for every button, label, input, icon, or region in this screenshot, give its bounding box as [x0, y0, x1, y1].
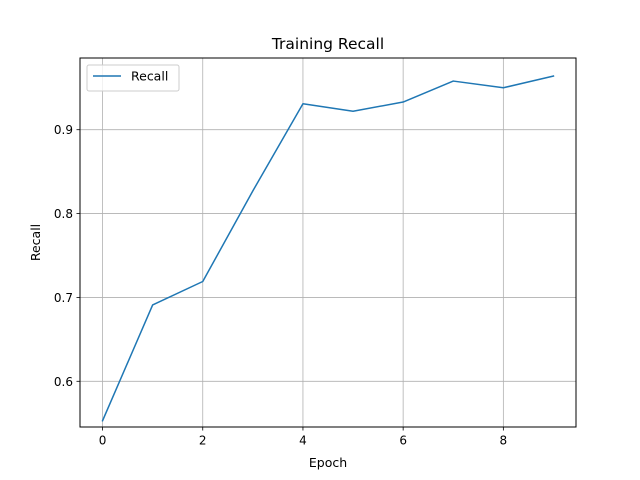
plot-lines — [101, 75, 555, 422]
legend: Recall — [86, 64, 180, 92]
y-tick-label: 0.7 — [54, 291, 73, 305]
plot-frame — [79, 57, 577, 428]
x-tick-label: 6 — [399, 434, 407, 448]
legend-box — [86, 64, 180, 92]
y-tick-label: 0.9 — [54, 123, 73, 137]
x-axis-label: Epoch — [309, 455, 347, 470]
series-line-recall — [101, 75, 555, 422]
x-tick-label: 8 — [500, 434, 508, 448]
chart-title: Training Recall — [271, 35, 384, 53]
x-tick-label: 2 — [199, 434, 207, 448]
y-tick-label: 0.6 — [54, 375, 73, 389]
y-ticks: 0.6 0.7 0.8 0.9 — [54, 123, 80, 389]
legend-label: Recall — [131, 69, 168, 84]
y-axis-label: Recall — [28, 224, 43, 261]
grid — [80, 58, 576, 427]
x-tick-label: 0 — [99, 434, 107, 448]
x-ticks: 0 2 4 6 8 — [99, 427, 507, 448]
x-tick-label: 4 — [299, 434, 307, 448]
y-tick-label: 0.8 — [54, 207, 73, 221]
